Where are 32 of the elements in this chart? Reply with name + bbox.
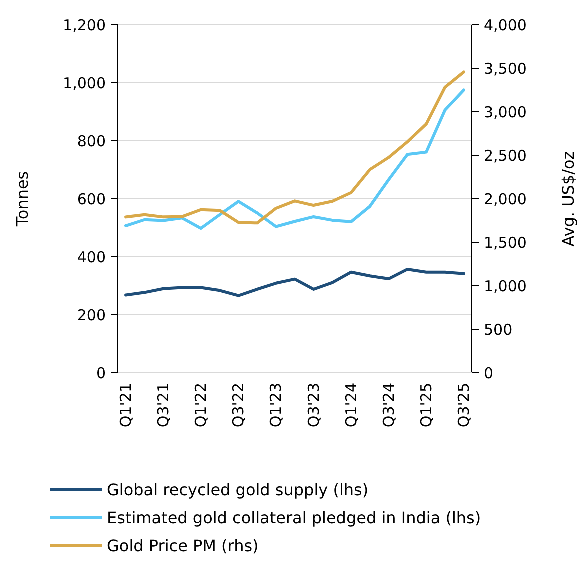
- x-tick-label: Q3'22: [230, 383, 248, 428]
- x-tick-label: Q3'21: [154, 383, 173, 428]
- legend-label: Gold Price PM (rhs): [107, 536, 259, 556]
- legend-label: Global recycled gold supply (lhs): [107, 480, 369, 500]
- x-tick-label: Q3'25: [455, 383, 473, 428]
- y-tick-label: 1,200: [63, 16, 106, 34]
- y2-tick-label: 4,000: [484, 16, 527, 34]
- x-tick-label: Q1'21: [117, 383, 135, 428]
- y-tick-label: 600: [77, 190, 106, 208]
- y2-tick-label: 3,500: [484, 60, 527, 78]
- y2-tick-label: 2,500: [484, 146, 527, 165]
- y-tick-label: 800: [77, 132, 106, 150]
- y-tick-label: 200: [77, 306, 106, 324]
- x-tick-label: Q1'25: [417, 383, 436, 428]
- y-tick-label: 1,000: [63, 74, 106, 92]
- y2-tick-label: 1,500: [484, 234, 527, 252]
- x-tick-label: Q3'23: [304, 383, 323, 428]
- x-tick-label: Q1'23: [267, 383, 286, 428]
- y-axis-title: Tonnes: [13, 171, 32, 228]
- x-tick-label: Q1'22: [192, 383, 210, 428]
- line-series: [124, 268, 466, 298]
- y2-axis-title: Avg. US$/oz: [559, 151, 578, 247]
- x-tick-label: Q3'24: [380, 383, 398, 428]
- x-tick-label: Q1'24: [342, 383, 360, 428]
- y2-tick-label: 500: [484, 320, 513, 339]
- legend-label: Estimated gold collateral pledged in India (lhs): [107, 508, 482, 528]
- y2-tick-label: 3,000: [484, 103, 527, 122]
- y-tick-label: 0: [96, 364, 106, 382]
- y2-tick-label: 0: [484, 364, 494, 382]
- y-tick-label: 400: [77, 248, 106, 266]
- y2-tick-label: 1,000: [484, 277, 527, 296]
- y2-tick-label: 2,000: [484, 190, 527, 208]
